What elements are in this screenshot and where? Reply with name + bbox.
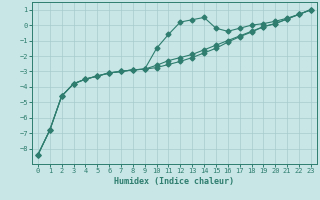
X-axis label: Humidex (Indice chaleur): Humidex (Indice chaleur) bbox=[115, 177, 234, 186]
